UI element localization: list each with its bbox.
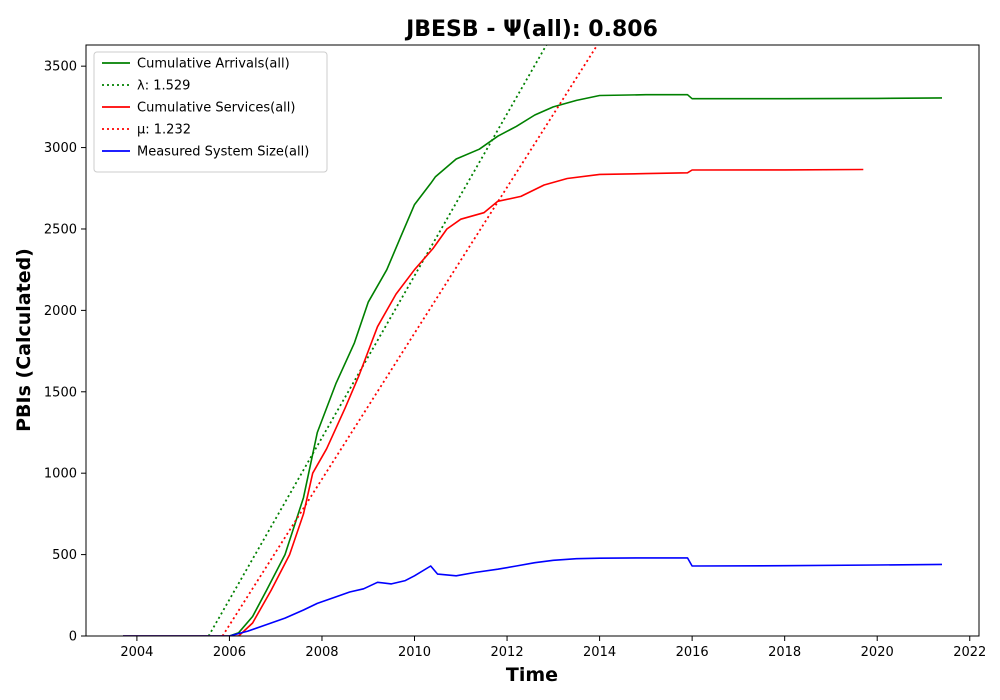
- series-line-0: [123, 93, 943, 636]
- series-line-2: [123, 168, 864, 636]
- y-tick-label-3: 1500: [44, 385, 77, 400]
- y-axis-label: PBIs (Calculated): [13, 248, 35, 432]
- legend-box: [93, 51, 328, 173]
- x-tick-label-7: 2018: [768, 645, 801, 660]
- y-tick-label-6: 3000: [44, 141, 77, 156]
- series-line-4: [123, 557, 943, 636]
- y-tick-label-7: 3500: [44, 60, 77, 75]
- x-tick-label-2: 2008: [305, 645, 338, 660]
- series-line-3: [221, 45, 599, 636]
- legend-label-2: Cumulative Services(all): [137, 101, 295, 116]
- x-tick-label-9: 2022: [953, 645, 986, 660]
- y-tick-label-4: 2000: [44, 304, 77, 319]
- x-tick-label-6: 2016: [676, 645, 709, 660]
- plot-frame: [85, 44, 980, 637]
- chart-title: JBESB - Ψ(all): 0.806: [404, 17, 658, 42]
- series-group: [123, 45, 943, 636]
- x-tick-label-5: 2014: [583, 645, 616, 660]
- x-tick-label-3: 2010: [398, 645, 431, 660]
- series-line-1: [207, 45, 548, 636]
- plot-area: 2004 2006 2008 2010 2012 2014 2016 2018 2020 2022…: [44, 44, 986, 660]
- y-tick-label-5: 2500: [44, 222, 77, 237]
- x-axis-label: Time: [506, 664, 558, 686]
- x-tick-label-1: 2006: [213, 645, 246, 660]
- legend: Cumulative Arrivals(all) λ: 1.529 Cumulati…: [93, 51, 328, 173]
- x-tick-label-8: 2020: [861, 645, 894, 660]
- y-tick-label-1: 500: [52, 548, 77, 563]
- y-tick-label-0: 0: [69, 630, 77, 645]
- legend-label-4: Measured System Size(all): [137, 145, 309, 160]
- legend-label-0: Cumulative Arrivals(all): [137, 57, 290, 72]
- x-tick-label-0: 2004: [120, 645, 153, 660]
- x-tick-label-4: 2012: [491, 645, 524, 660]
- y-tick-label-2: 1000: [44, 467, 77, 482]
- legend-label-1: λ: 1.529: [137, 79, 190, 94]
- legend-label-3: μ: 1.232: [137, 123, 191, 138]
